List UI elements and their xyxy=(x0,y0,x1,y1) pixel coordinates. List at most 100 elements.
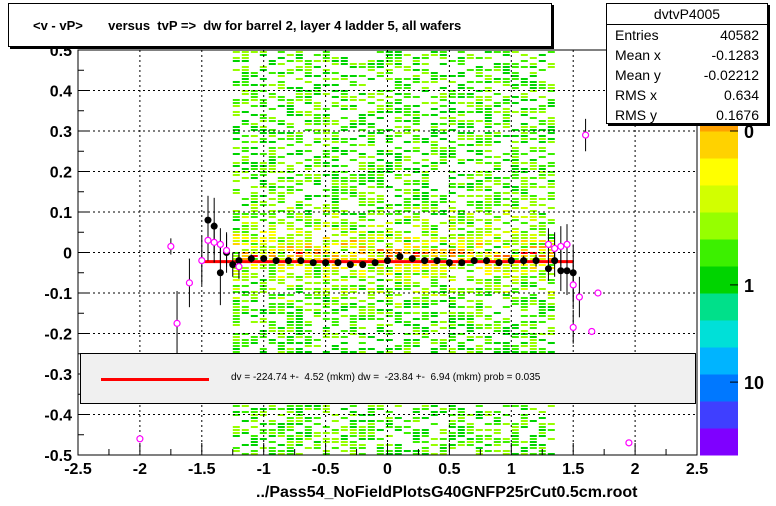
heat-cell xyxy=(493,327,501,329)
heat-cell xyxy=(286,273,294,275)
heat-cell xyxy=(286,114,294,116)
heat-cell xyxy=(493,105,501,107)
heat-cell xyxy=(349,255,357,257)
heat-cell xyxy=(502,114,510,116)
heat-cell xyxy=(313,123,321,125)
heat-cell xyxy=(520,108,528,110)
heat-cell xyxy=(493,420,501,422)
heat-cell xyxy=(295,243,303,245)
heat-cell xyxy=(547,318,555,320)
heat-cell xyxy=(295,240,303,242)
heat-cell xyxy=(466,315,474,317)
heat-cell xyxy=(511,300,519,302)
heat-cell xyxy=(502,153,510,155)
heat-cell xyxy=(250,255,258,257)
heat-cell xyxy=(367,132,375,134)
heat-cell xyxy=(367,180,375,182)
heat-cell xyxy=(502,117,510,119)
y-tick-label: -0.2 xyxy=(44,327,72,344)
heat-cell xyxy=(322,225,330,227)
heat-cell xyxy=(241,120,249,122)
heat-cell xyxy=(421,327,429,329)
heat-cell xyxy=(250,207,258,209)
heat-cell xyxy=(322,258,330,260)
heat-cell xyxy=(286,87,294,89)
heat-cell xyxy=(295,312,303,314)
heat-cell xyxy=(394,102,402,104)
heat-cell xyxy=(457,219,465,221)
heat-cell xyxy=(448,171,456,173)
heat-cell xyxy=(367,267,375,269)
heat-cell xyxy=(430,144,438,146)
heat-cell xyxy=(250,408,258,410)
heat-cell xyxy=(466,144,474,146)
heat-cell xyxy=(304,345,312,347)
heat-cell xyxy=(529,438,537,440)
heat-cell xyxy=(430,207,438,209)
stats-value: -0.02212 xyxy=(703,67,759,83)
heat-cell xyxy=(340,276,348,278)
heat-cell xyxy=(493,93,501,95)
heat-cell xyxy=(421,336,429,338)
heat-cell xyxy=(538,315,546,317)
heat-cell xyxy=(484,138,492,140)
heat-cell xyxy=(520,342,528,344)
heat-cell xyxy=(304,294,312,296)
heat-cell xyxy=(268,189,276,191)
heat-cell xyxy=(421,90,429,92)
stats-value: 40582 xyxy=(720,27,759,43)
profile-point xyxy=(309,259,317,267)
heat-cell xyxy=(493,192,501,194)
heat-cell xyxy=(520,132,528,134)
heat-cell xyxy=(457,114,465,116)
heat-cell xyxy=(421,303,429,305)
heat-cell xyxy=(232,228,240,230)
heat-cell xyxy=(367,315,375,317)
heat-cell xyxy=(538,270,546,272)
heat-cell xyxy=(475,135,483,137)
profile-point xyxy=(359,261,367,269)
heat-cell xyxy=(268,165,276,167)
heat-cell xyxy=(403,105,411,107)
heat-cell xyxy=(250,105,258,107)
heat-cell xyxy=(376,438,384,440)
heat-cell xyxy=(349,243,357,245)
heat-cell xyxy=(295,249,303,251)
heat-cell xyxy=(340,210,348,212)
heat-cell xyxy=(448,408,456,410)
heat-cell xyxy=(412,327,420,329)
stats-label: Entries xyxy=(615,27,659,43)
heat-cell xyxy=(367,420,375,422)
heat-cell xyxy=(457,288,465,290)
heat-cell xyxy=(268,432,276,434)
heat-cell xyxy=(466,300,474,302)
heat-cell xyxy=(268,441,276,443)
heat-cell xyxy=(538,147,546,149)
heat-cell xyxy=(304,321,312,323)
heat-cell xyxy=(340,225,348,227)
heat-cell xyxy=(232,336,240,338)
heat-cell xyxy=(331,441,339,443)
heat-cell xyxy=(241,66,249,68)
heat-cell xyxy=(430,126,438,128)
heat-cell xyxy=(232,192,240,194)
heat-cell xyxy=(457,312,465,314)
heat-cell xyxy=(466,339,474,341)
heat-cell xyxy=(484,348,492,350)
heat-cell xyxy=(367,435,375,437)
heat-cell xyxy=(349,297,357,299)
heat-cell xyxy=(529,339,537,341)
heat-cell xyxy=(286,318,294,320)
heat-cell xyxy=(457,213,465,215)
heat-cell xyxy=(322,207,330,209)
heat-cell xyxy=(439,258,447,260)
heat-cell xyxy=(331,60,339,62)
heat-cell xyxy=(430,201,438,203)
heat-cell xyxy=(385,237,393,239)
heat-cell xyxy=(439,288,447,290)
heat-cell xyxy=(466,81,474,83)
heat-cell xyxy=(511,150,519,152)
heat-cell xyxy=(475,105,483,107)
heat-cell xyxy=(457,144,465,146)
heat-cell xyxy=(394,276,402,278)
